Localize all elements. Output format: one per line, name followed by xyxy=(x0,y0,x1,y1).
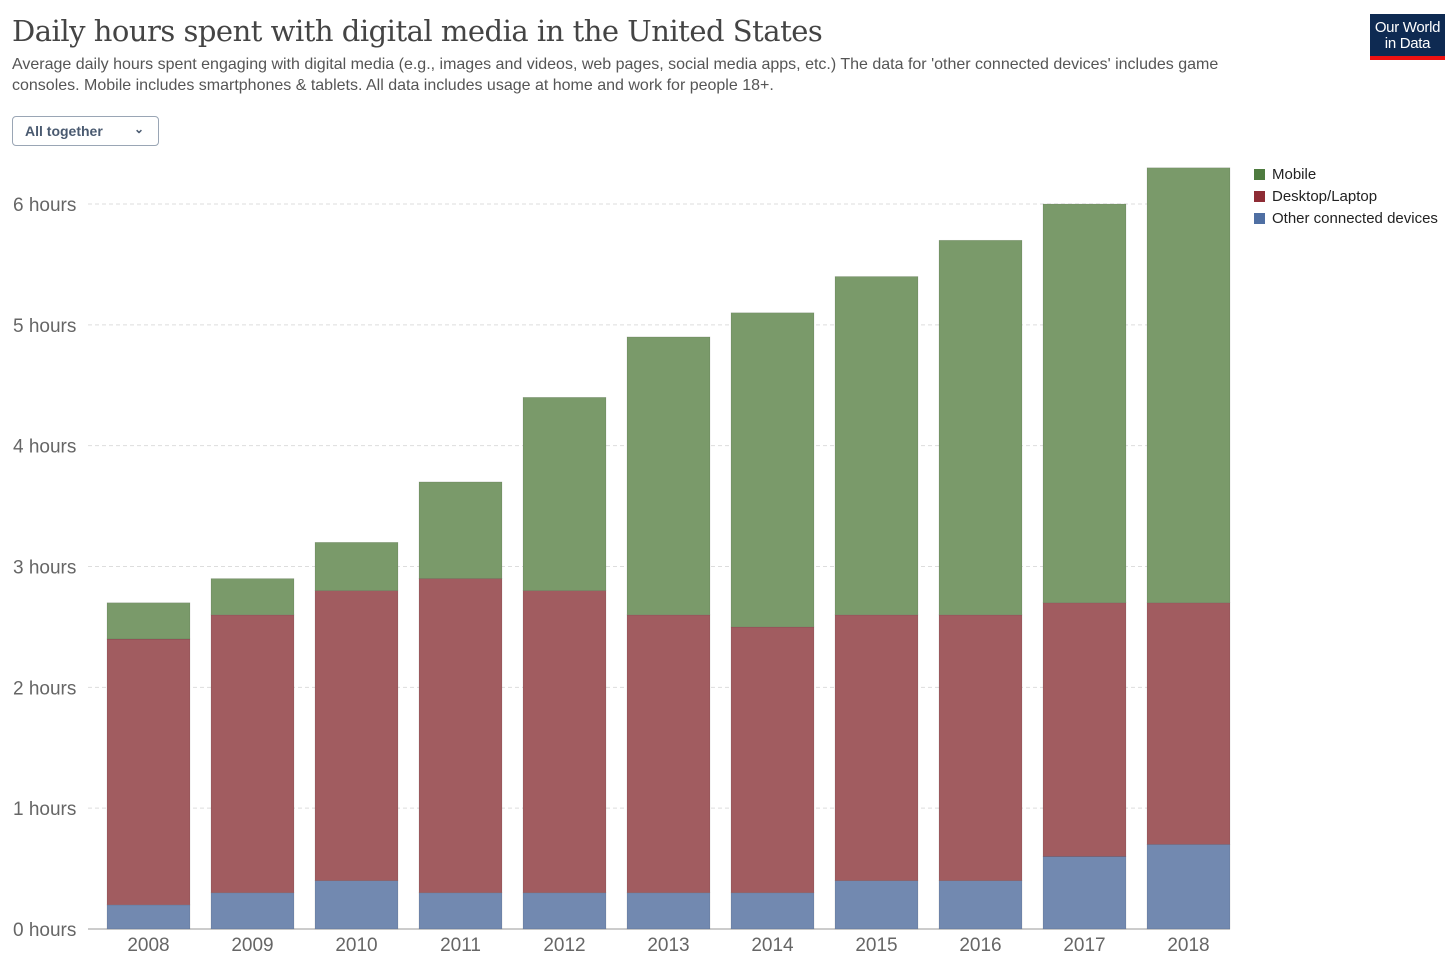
legend-item[interactable]: Desktop/Laptop xyxy=(1254,188,1377,205)
dropdown-label: All together xyxy=(25,123,103,139)
chevron-down-icon: ⌄ xyxy=(133,122,144,136)
y-tick-label: 3 hours xyxy=(13,558,76,579)
bar-other-connected-devices-2012[interactable] xyxy=(522,892,607,930)
bar-desktop-laptop-2011[interactable] xyxy=(418,578,503,894)
bar-mobile-2012[interactable] xyxy=(522,397,607,591)
bar-mobile-2013[interactable] xyxy=(626,336,711,616)
legend-label: Other connected devices xyxy=(1272,210,1438,227)
bar-other-connected-devices-2016[interactable] xyxy=(938,880,1023,930)
legend-item[interactable]: Mobile xyxy=(1254,166,1316,183)
bar-other-connected-devices-2009[interactable] xyxy=(210,892,295,930)
x-tick-label: 2011 xyxy=(440,935,481,956)
y-tick-label: 6 hours xyxy=(13,195,76,216)
bar-other-connected-devices-2008[interactable] xyxy=(106,904,191,930)
bar-desktop-laptop-2009[interactable] xyxy=(210,614,295,894)
bar-desktop-laptop-2013[interactable] xyxy=(626,614,711,894)
legend-swatch xyxy=(1254,213,1265,224)
bar-mobile-2010[interactable] xyxy=(314,542,399,591)
x-tick-label: 2018 xyxy=(1167,935,1209,956)
bar-other-connected-devices-2013[interactable] xyxy=(626,892,711,930)
bar-mobile-2009[interactable] xyxy=(210,578,295,616)
bar-desktop-laptop-2018[interactable] xyxy=(1146,602,1231,845)
bar-other-connected-devices-2010[interactable] xyxy=(314,880,399,930)
bar-mobile-2011[interactable] xyxy=(418,481,503,579)
chart-subtitle: Average daily hours spent engaging with … xyxy=(12,56,1219,94)
bar-other-connected-devices-2018[interactable] xyxy=(1146,844,1231,930)
bar-mobile-2008[interactable] xyxy=(106,602,191,640)
bar-desktop-laptop-2017[interactable] xyxy=(1042,602,1127,857)
x-tick-label: 2012 xyxy=(543,935,585,956)
x-tick-label: 2008 xyxy=(127,935,169,956)
x-tick-label: 2010 xyxy=(335,935,377,956)
y-tick-label: 1 hours xyxy=(13,799,76,820)
bar-mobile-2017[interactable] xyxy=(1042,203,1127,604)
x-tick-label: 2017 xyxy=(1063,935,1105,956)
y-tick-label: 4 hours xyxy=(13,437,76,458)
stack-mode-dropdown[interactable]: All together ⌄ xyxy=(12,116,159,146)
legend-label: Desktop/Laptop xyxy=(1272,188,1378,205)
bar-desktop-laptop-2016[interactable] xyxy=(938,614,1023,881)
x-tick-label: 2015 xyxy=(855,935,897,956)
bar-mobile-2016[interactable] xyxy=(938,239,1023,616)
y-tick-label: 0 hours xyxy=(13,920,76,941)
legend-item[interactable]: Other connected devices xyxy=(1254,210,1438,227)
x-tick-label: 2014 xyxy=(751,935,794,956)
bar-other-connected-devices-2017[interactable] xyxy=(1042,856,1127,930)
legend-swatch xyxy=(1254,169,1265,180)
x-tick-label: 2016 xyxy=(959,935,1001,956)
legend-swatch xyxy=(1254,191,1265,202)
y-tick-label: 2 hours xyxy=(13,678,76,699)
bar-mobile-2018[interactable] xyxy=(1146,167,1231,604)
bar-desktop-laptop-2010[interactable] xyxy=(314,590,399,881)
bar-other-connected-devices-2014[interactable] xyxy=(730,892,815,930)
bar-desktop-laptop-2015[interactable] xyxy=(834,614,919,881)
x-tick-label: 2013 xyxy=(647,935,689,956)
bar-mobile-2015[interactable] xyxy=(834,276,919,616)
y-tick-label: 5 hours xyxy=(13,316,76,337)
bar-other-connected-devices-2011[interactable] xyxy=(418,892,503,930)
legend-label: Mobile xyxy=(1272,166,1317,183)
owid-logo[interactable]: Our World in Data xyxy=(1370,14,1445,60)
bar-desktop-laptop-2008[interactable] xyxy=(106,638,191,906)
x-tick-label: 2009 xyxy=(231,935,273,956)
bar-desktop-laptop-2014[interactable] xyxy=(730,626,815,894)
bar-desktop-laptop-2012[interactable] xyxy=(522,590,607,894)
bar-mobile-2014[interactable] xyxy=(730,312,815,628)
chart-title: Daily hours spent with digital media in … xyxy=(12,14,823,48)
bar-other-connected-devices-2015[interactable] xyxy=(834,880,919,930)
